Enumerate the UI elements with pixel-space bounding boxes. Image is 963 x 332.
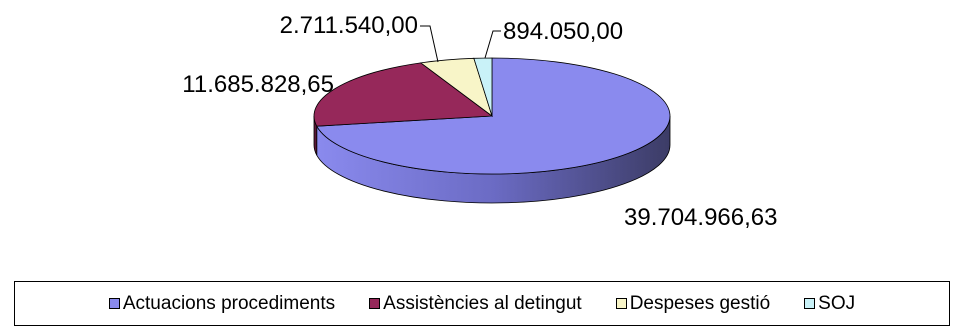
pie-labels: 39.704.966,63 11.685.828,65 2.711.540,00 89… bbox=[182, 12, 777, 231]
pie-chart: 39.704.966,63 11.685.828,65 2.711.540,00 89… bbox=[182, 12, 777, 231]
legend-swatch bbox=[615, 298, 627, 309]
legend-item: Assistències al detingut bbox=[369, 293, 582, 315]
pie-slice-1 bbox=[313, 62, 494, 127]
leader-line-3 bbox=[484, 30, 501, 59]
legend-label: Despeses gestió bbox=[629, 292, 771, 314]
legend-swatch bbox=[804, 298, 816, 309]
legend-item: Actuacions procediments bbox=[108, 292, 336, 315]
data-label-2: 2.711.540,00 bbox=[280, 12, 418, 39]
pie-slice-3 bbox=[473, 57, 493, 117]
data-label-1: 11.685.828,65 bbox=[182, 71, 334, 98]
legend-swatch bbox=[369, 298, 381, 309]
legend: Actuacions procediments Assistències al d… bbox=[14, 281, 950, 326]
pie-top bbox=[313, 57, 671, 175]
legend-swatch bbox=[108, 298, 120, 309]
legend-label: SOJ bbox=[818, 292, 856, 314]
legend-item: SOJ bbox=[804, 293, 855, 315]
pie-slice-0 bbox=[316, 57, 671, 175]
legend-item: Despeses gestió bbox=[615, 292, 771, 315]
legend-label: Assistències al detingut bbox=[383, 292, 582, 314]
legend-label: Actuacions procediments bbox=[122, 292, 336, 314]
data-label-0: 39.704.966,63 bbox=[624, 204, 777, 231]
leader-line-2 bbox=[420, 25, 439, 63]
data-label-3: 894.050,00 bbox=[503, 18, 623, 45]
pie-leaders bbox=[420, 25, 501, 63]
